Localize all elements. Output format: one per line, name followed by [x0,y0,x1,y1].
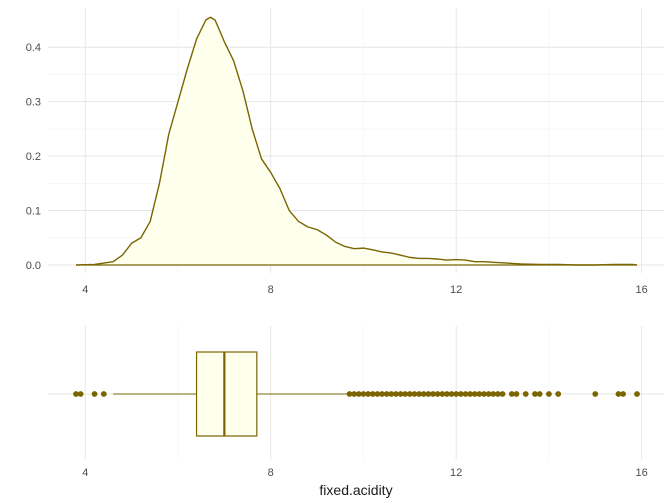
density-area [76,17,637,266]
outlier-point [360,391,367,397]
outlier-point [393,391,399,397]
x-tick-label: 8 [268,284,274,296]
outlier-point [485,391,492,397]
outlier-point [434,391,441,397]
outlier-point [490,391,497,397]
outlier-point [411,391,418,397]
outlier-point [100,391,107,397]
outlier-point [355,391,362,397]
outlier-point [481,391,487,397]
density-panel: 0.0 0.1 0.2 0.3 0.4 4 8 12 16 [26,8,664,296]
outlier-point [476,391,483,397]
outlier-point [462,391,469,397]
outlier-point [397,391,404,397]
outlier-point [444,391,450,397]
outlier-point [457,391,464,397]
outlier-point [420,391,427,397]
outlier-point [365,391,371,397]
y-tick-label: 0.1 [26,206,41,218]
outlier-point [374,391,381,397]
outlier-point [522,391,529,397]
outlier-point [425,391,432,397]
outlier-point [467,391,473,397]
outlier-point [495,391,501,397]
outlier-point [532,391,538,397]
boxplot-panel: 4 8 12 16 [48,326,664,479]
y-tick-label: 0.3 [26,97,41,109]
outlier-point [513,391,520,397]
outlier-point [383,391,390,397]
x-tick-label: 8 [268,467,274,479]
x-tick-label: 16 [636,467,648,479]
outlier-point [369,391,376,397]
outlier-point [406,391,413,397]
outlier-point [620,391,626,397]
y-tick-label: 0.4 [26,42,41,54]
outlier-point [592,391,599,397]
y-tick-label: 0.0 [26,260,41,272]
outlier-point [73,391,79,397]
x-tick-label: 4 [82,284,88,296]
outlier-point [379,391,385,397]
outlier-point [346,391,353,397]
outlier-point [91,391,98,397]
outlier-point [555,391,562,397]
outlier-point [388,391,395,397]
outlier-point [453,391,460,397]
outlier-point [615,391,622,397]
outlier-point [351,391,358,397]
x-tick-label: 16 [636,284,648,296]
x-tick-label: 12 [450,467,462,479]
box-iqr [195,351,258,437]
outlier-point [536,391,543,397]
x-tick-label: 12 [450,284,462,296]
outlier-point [471,391,478,397]
outlier-point [439,391,446,397]
x-axis-title: fixed.acidity [319,482,392,498]
density-line [75,16,638,266]
outlier-point [508,391,515,397]
outlier-point [546,391,552,397]
outlier-point [402,391,409,397]
outlier-point [430,391,436,397]
outlier-point [77,391,84,397]
y-tick-label: 0.2 [26,151,41,163]
outlier-point [634,391,640,397]
outlier-point [499,391,506,397]
outlier-point [416,391,422,397]
x-tick-label: 4 [82,467,88,479]
outlier-point [448,391,455,397]
